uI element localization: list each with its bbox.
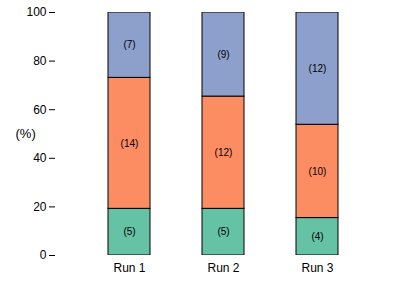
svg-text:100: 100 <box>26 5 46 19</box>
svg-text:(14): (14) <box>121 138 139 149</box>
svg-text:60: 60 <box>33 103 47 117</box>
svg-text:(12): (12) <box>309 63 327 74</box>
svg-text:80: 80 <box>33 54 47 68</box>
svg-text:(4): (4) <box>311 231 323 242</box>
svg-text:40: 40 <box>33 151 47 165</box>
svg-text:(5): (5) <box>217 226 229 237</box>
svg-text:(9): (9) <box>217 49 229 60</box>
svg-text:(7): (7) <box>123 39 135 50</box>
svg-text:Run 2: Run 2 <box>207 261 239 275</box>
svg-text:(10): (10) <box>309 166 327 177</box>
svg-text:(5): (5) <box>123 226 135 237</box>
svg-text:(12): (12) <box>215 147 233 158</box>
svg-text:Run 3: Run 3 <box>301 261 333 275</box>
svg-text:Run 1: Run 1 <box>113 261 145 275</box>
svg-text:0: 0 <box>40 248 47 262</box>
svg-text:(%): (%) <box>16 126 36 141</box>
svg-text:20: 20 <box>33 200 47 214</box>
